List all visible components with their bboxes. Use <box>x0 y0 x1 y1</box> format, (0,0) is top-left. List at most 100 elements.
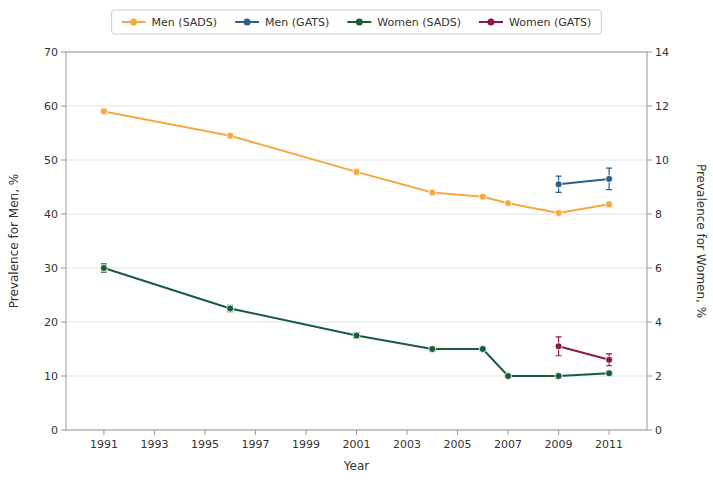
y2-tick <box>647 52 652 53</box>
y-tick-label: 60 <box>44 100 58 113</box>
x-tick <box>103 430 104 435</box>
point <box>606 356 613 363</box>
grid-line <box>66 160 647 161</box>
series-line <box>104 111 609 213</box>
y-tick-label: 30 <box>44 262 58 275</box>
x-tick-label: 2011 <box>595 438 623 451</box>
series <box>555 337 613 366</box>
y-tick <box>61 214 66 215</box>
point <box>479 193 486 200</box>
error-bar <box>101 109 107 114</box>
series <box>100 264 612 380</box>
point <box>429 346 436 353</box>
x-tick-label: 1993 <box>140 438 168 451</box>
point <box>555 343 562 350</box>
point <box>353 332 360 339</box>
point <box>505 373 512 380</box>
y-tick-label: 0 <box>51 424 58 437</box>
point <box>429 189 436 196</box>
y-axis: 010203040506070Prevalence for Men, % <box>7 46 66 437</box>
x-tick <box>305 430 306 435</box>
point <box>555 181 562 188</box>
y2-tick-label: 0 <box>655 424 662 437</box>
x-tick-label: 2009 <box>545 438 573 451</box>
legend-marker <box>487 19 494 26</box>
x-tick-label: 1995 <box>191 438 219 451</box>
x-tick <box>609 430 610 435</box>
x-tick-label: 2003 <box>393 438 421 451</box>
x-tick <box>204 430 205 435</box>
error-bar <box>227 305 233 311</box>
y2-tick-label: 6 <box>655 262 662 275</box>
x-tick-label: 2001 <box>343 438 371 451</box>
x-tick <box>356 430 357 435</box>
legend-marker <box>244 19 251 26</box>
y-tick <box>61 106 66 107</box>
error-bar <box>101 264 107 272</box>
y2-tick <box>647 214 652 215</box>
y-axis-label: Prevalence for Men, % <box>7 174 21 308</box>
x-tick <box>558 430 559 435</box>
x-tick <box>407 430 408 435</box>
y2-tick-label: 4 <box>655 316 662 329</box>
series-line <box>559 346 610 360</box>
y-tick <box>61 376 66 377</box>
series-line <box>559 179 610 184</box>
y2-tick <box>647 106 652 107</box>
x-tick-label: 1999 <box>292 438 320 451</box>
y-tick-label: 20 <box>44 316 58 329</box>
y2-tick <box>647 322 652 323</box>
point <box>606 370 613 377</box>
legend-item: Men (GATS) <box>235 16 329 29</box>
x-axis-label: Year <box>343 459 369 473</box>
x-tick-label: 2005 <box>444 438 472 451</box>
point <box>555 373 562 380</box>
x-tick <box>457 430 458 435</box>
legend-item: Women (SADS) <box>347 16 461 29</box>
error-bar <box>606 354 612 366</box>
legend-box <box>112 10 602 34</box>
x-tick-label: 2007 <box>494 438 522 451</box>
y2-tick-label: 12 <box>655 100 669 113</box>
y2-tick <box>647 160 652 161</box>
plot-frame <box>66 52 647 430</box>
point <box>227 132 234 139</box>
point <box>606 201 613 208</box>
x-tick <box>255 430 256 435</box>
legend-marker <box>356 19 363 26</box>
y2-tick <box>647 268 652 269</box>
y-tick <box>61 430 66 431</box>
grid-line <box>66 106 647 107</box>
error-bar <box>606 168 612 190</box>
y2-axis-label: Prevalence for Women, % <box>694 164 708 318</box>
grid-line <box>66 322 647 323</box>
point <box>479 346 486 353</box>
legend-item: Men (SADS) <box>122 16 217 29</box>
x-tick <box>154 430 155 435</box>
data <box>100 108 612 380</box>
y-tick-label: 40 <box>44 208 58 221</box>
x-tick <box>508 430 509 435</box>
legend-item: Women (GATS) <box>479 16 591 29</box>
y-tick <box>61 322 66 323</box>
legend-label: Men (SADS) <box>152 16 217 29</box>
y2-axis: 02468101214Prevalence for Women, % <box>647 46 708 437</box>
series <box>100 108 612 217</box>
error-bar <box>606 202 612 207</box>
x-tick-label: 1991 <box>90 438 118 451</box>
point <box>100 265 107 272</box>
y2-tick-label: 10 <box>655 154 669 167</box>
point <box>555 209 562 216</box>
point <box>606 175 613 182</box>
grid <box>66 52 647 430</box>
y2-tick <box>647 376 652 377</box>
x-tick-label: 1997 <box>241 438 269 451</box>
y-tick-label: 50 <box>44 154 58 167</box>
error-bar <box>354 169 360 174</box>
y-tick <box>61 52 66 53</box>
error-bar <box>354 333 360 338</box>
x-axis: 1991 1993 1995 1997 1999 2001 2003 2005 2007 2009… <box>90 430 623 473</box>
y2-tick-label: 2 <box>655 370 662 383</box>
error-bar <box>556 337 562 356</box>
y-tick <box>61 160 66 161</box>
